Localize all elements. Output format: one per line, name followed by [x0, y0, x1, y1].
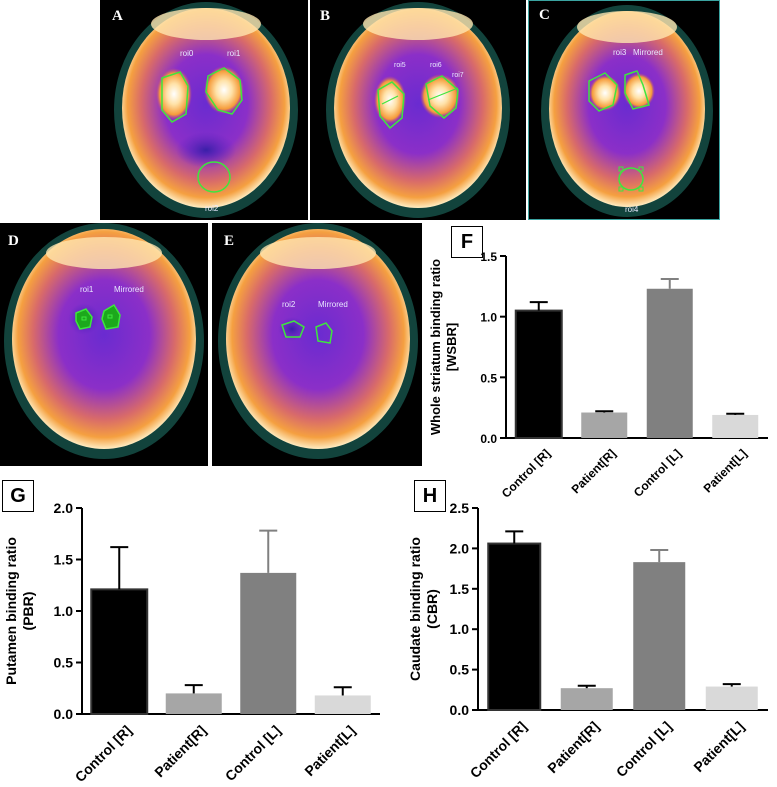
roi-label: roi7	[452, 72, 464, 79]
x-tick-label: Control [L]	[613, 718, 675, 780]
x-tick-label: Patient[L]	[701, 446, 750, 495]
cbr-bar-chart: 0.0 0.5 1.0 1.5 2.0 2.5 Caudate binding ratio(…	[404, 490, 777, 787]
roi-label: roi0	[180, 49, 194, 58]
roi-label: roi3	[613, 48, 627, 57]
x-tick-label: Control [R]	[72, 722, 135, 785]
panel-label-g: G	[2, 480, 34, 512]
bar	[712, 414, 759, 438]
x-tick-label: Patient[R]	[569, 446, 619, 496]
bar	[240, 572, 297, 714]
y-axis-label: Caudate binding ratio(CBR)	[407, 537, 440, 681]
roi-label: roi4	[625, 205, 639, 214]
y-axis-label: Whole striatum binding ratio[WSBR]	[428, 259, 459, 435]
x-tick-label: Patient[R]	[151, 722, 209, 780]
y-axis-label: Putamen binding ratio(PBR)	[3, 537, 36, 685]
roi-label: Mirrored	[318, 300, 348, 309]
x-tick-label: Patient[L]	[301, 722, 358, 779]
wsbr-bar-chart: 0.0 0.5 1.0 1.5 Whole striatum binding ratio…	[422, 222, 777, 501]
roi-label: roi2	[205, 204, 219, 213]
x-tick-label: Patient[R]	[544, 718, 602, 776]
y-tick-label: 1.5	[54, 552, 74, 568]
panel-label-c: C	[539, 7, 550, 23]
bar	[633, 562, 686, 710]
roi-label: roi1	[227, 49, 241, 58]
bar	[646, 288, 693, 438]
roi-label: Mirrored	[633, 48, 663, 57]
scan-panel-a: A roi0 roi1 roi2	[100, 0, 308, 220]
panel-label-d: D	[8, 233, 19, 249]
roi-label: roi1	[80, 285, 94, 294]
y-tick-label: 1.0	[480, 311, 497, 325]
chart-svg: 0.0 0.5 1.0 1.5 Whole striatum binding ratio…	[428, 250, 768, 501]
x-tick-label: Control [L]	[222, 722, 284, 784]
bar	[581, 412, 628, 438]
y-tick-label: 0.0	[480, 432, 497, 446]
bar	[560, 688, 613, 710]
bar	[90, 588, 149, 715]
panel-label-f: F	[451, 226, 483, 258]
y-tick-label: 2.0	[450, 540, 470, 556]
roi-label: roi2	[282, 300, 296, 309]
scan-panel-c: C roi3 Mirrored roi4	[528, 0, 720, 220]
bar	[487, 542, 542, 711]
bar	[165, 693, 222, 714]
pet-scan-image	[529, 1, 719, 219]
y-tick-label: 2.0	[54, 500, 74, 516]
scan-panel-b: B roi5 roi6 roi7	[310, 0, 526, 220]
x-tick-label: Patient[L]	[690, 718, 747, 775]
bar	[514, 309, 563, 439]
pet-scan-image	[212, 223, 422, 466]
pet-scan-image	[0, 223, 208, 466]
y-tick-label: 0.5	[480, 371, 497, 385]
chart-svg: 0.0 0.5 1.0 1.5 2.0 2.5 Caudate binding ratio(…	[407, 500, 768, 781]
panel-label-b: B	[320, 8, 331, 24]
y-tick-label: 1.5	[450, 581, 470, 597]
pbr-bar-chart: 0.0 0.5 1.0 1.5 2.0 Putamen binding ratio(PBR…	[0, 490, 388, 787]
y-tick-label: 0.0	[54, 706, 74, 722]
y-tick-label: 1.5	[480, 250, 497, 264]
y-tick-label: 1.0	[450, 621, 470, 637]
pet-scan-image	[310, 0, 526, 220]
pet-scan-image	[100, 0, 308, 220]
y-tick-label: 0.5	[54, 655, 74, 671]
scan-panel-d: D roi1 Mirrored	[0, 223, 208, 466]
scan-panel-e: E roi2 Mirrored	[212, 223, 422, 466]
x-tick-label: Control [R]	[467, 718, 530, 781]
y-tick-label: 2.5	[450, 500, 470, 516]
panel-label-e: E	[224, 233, 235, 249]
panel-label-h: H	[414, 480, 446, 512]
chart-svg: 0.0 0.5 1.0 1.5 2.0 Putamen binding ratio(PBR…	[3, 500, 380, 785]
panel-label-a: A	[112, 8, 123, 24]
y-tick-label: 0.0	[450, 702, 470, 718]
roi-label: Mirrored	[114, 285, 144, 294]
bar	[705, 686, 758, 710]
y-tick-label: 0.5	[450, 662, 470, 678]
y-tick-label: 1.0	[54, 603, 74, 619]
bar	[314, 695, 371, 714]
roi-label: roi6	[430, 62, 442, 69]
roi-label: roi5	[394, 62, 406, 69]
